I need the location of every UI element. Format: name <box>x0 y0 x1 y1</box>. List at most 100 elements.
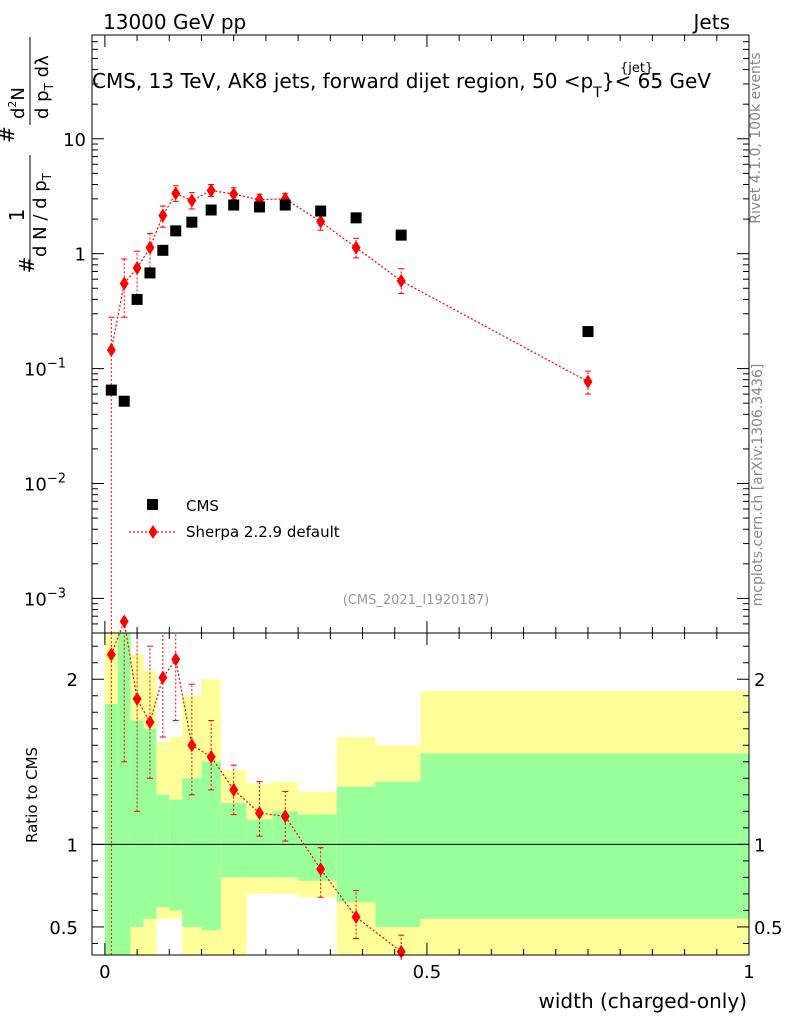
cms-point <box>279 199 291 211</box>
ylabel-dn-dpt: d N / d pT <box>30 172 54 257</box>
ratio-band-inner <box>130 720 144 927</box>
ratio-band-inner <box>156 794 170 908</box>
sherpa-point <box>158 208 168 223</box>
ratio-band-inner <box>220 803 247 878</box>
sherpa-point <box>316 214 326 229</box>
cms-point <box>350 212 362 224</box>
sherpa-point <box>396 273 406 288</box>
mcplots-label: mcplots.cern.ch [arXiv:1306.3436] <box>750 364 766 607</box>
ratio-point <box>229 782 239 797</box>
sherpa-point <box>229 187 239 202</box>
ratio-point <box>145 715 155 730</box>
cms-point <box>253 201 265 213</box>
sherpa-point <box>583 374 593 389</box>
ratio-ytick-label: 1 <box>67 835 78 856</box>
cms-point <box>205 204 217 216</box>
ratio-point <box>351 910 361 925</box>
ratio-points <box>106 614 406 959</box>
sherpa-point <box>206 183 216 198</box>
ylabel-hash-2: # <box>0 126 19 143</box>
ratio-point <box>316 862 326 877</box>
sherpa-point <box>106 343 116 358</box>
legend-cms-label: CMS <box>186 497 219 515</box>
cms-point <box>170 225 182 237</box>
x-axis-label: width (charged-only) <box>539 989 747 1013</box>
main-frame <box>91 34 750 634</box>
ratio-band-inner <box>420 753 749 919</box>
category-label: Jets <box>692 10 730 34</box>
ratio-bands <box>104 633 749 955</box>
ratio-point <box>119 614 129 629</box>
analysis-id: (CMS_2021_I1920187) <box>343 593 490 608</box>
ratio-error-bars <box>110 633 405 960</box>
main-ytick-label: 1 <box>75 245 86 266</box>
ratio-ytick-label-right: 1 <box>754 835 765 856</box>
ratio-point <box>187 738 197 753</box>
sherpa-line <box>110 189 589 383</box>
cms-point <box>131 293 143 305</box>
ratio-panel: 0.5 0.51 12 2 0 0.5 1 <box>49 614 783 983</box>
ylabel-one: 1 <box>5 209 29 222</box>
main-panel: 10−3 10−2 10−1 1 10 <box>24 34 750 634</box>
main-ytick-label: 10−2 <box>24 472 66 496</box>
plot-title: CMS, 13 TeV, AK8 jets, forward dijet reg… <box>92 69 711 101</box>
x-ticks: 0 0.5 1 <box>99 633 755 983</box>
ratio-ytick-label-right: 2 <box>754 670 765 691</box>
ratio-ytick-label: 2 <box>67 670 78 691</box>
sherpa-point <box>119 276 129 291</box>
ratio-point <box>158 670 168 685</box>
cms-point <box>315 205 327 217</box>
cms-point <box>582 326 594 338</box>
ratio-band-inner <box>169 799 183 911</box>
ratio-ytick-label: 0.5 <box>49 918 78 939</box>
main-y-ticks: 10−3 10−2 10−1 1 10 <box>24 34 750 634</box>
sherpa-points <box>106 183 593 389</box>
cms-point <box>157 244 169 256</box>
main-ylabel: # 1 d N / d pT # d2N d pT dλ <box>0 37 56 273</box>
legend: CMS Sherpa 2.2.9 default <box>129 497 340 541</box>
sherpa-point <box>132 261 142 276</box>
ylabel-dpt-dl: d pT dλ <box>32 55 56 119</box>
ratio-ylabel: Ratio to CMS <box>23 747 41 843</box>
ratio-point <box>280 809 290 824</box>
energy-label: 13000 GeV pp <box>103 10 246 34</box>
cms-point <box>144 267 156 279</box>
ylabel-d2n: d2N <box>6 87 29 119</box>
ratio-band-inner <box>201 761 221 931</box>
sherpa-point <box>171 186 181 201</box>
sherpa-point <box>145 240 155 255</box>
sherpa-point <box>351 240 361 255</box>
main-ytick-label: 10−1 <box>24 357 66 381</box>
legend-sherpa-label: Sherpa 2.2.9 default <box>186 523 340 541</box>
ratio-band-inner <box>246 819 273 878</box>
ratio-point <box>206 749 216 764</box>
legend-cms-marker <box>147 499 158 510</box>
xtick-label: 0 <box>99 962 110 983</box>
legend-sherpa-marker <box>148 525 158 539</box>
ratio-band-inner <box>182 778 202 927</box>
sherpa-error-bars <box>108 184 591 633</box>
xtick-label: 1 <box>743 962 754 983</box>
rivet-label: Rivet 4.1.0, 100k events <box>748 52 764 223</box>
ratio-point <box>132 692 142 707</box>
sherpa-point <box>187 193 197 208</box>
cms-point <box>105 384 117 396</box>
ylabel-hash-1: # <box>15 257 39 274</box>
main-ytick-label: 10−3 <box>24 586 66 610</box>
ratio-ytick-label-right: 0.5 <box>754 918 783 939</box>
xtick-label: 0.5 <box>413 962 442 983</box>
cms-points <box>105 199 594 407</box>
ratio-band-inner <box>375 781 421 927</box>
main-ytick-label: 10 <box>63 130 86 151</box>
cms-point <box>395 229 407 241</box>
ratio-sherpa-line <box>110 619 402 953</box>
ratio-y-ticks: 0.5 0.5 1 1 2 2 <box>49 645 783 944</box>
ratio-point <box>106 647 116 662</box>
ratio-point <box>254 805 264 820</box>
cms-point <box>118 395 130 407</box>
ratio-band-inner <box>117 633 131 955</box>
ratio-point <box>171 652 181 667</box>
ratio-band-inner <box>143 728 157 919</box>
cms-point <box>228 199 240 211</box>
